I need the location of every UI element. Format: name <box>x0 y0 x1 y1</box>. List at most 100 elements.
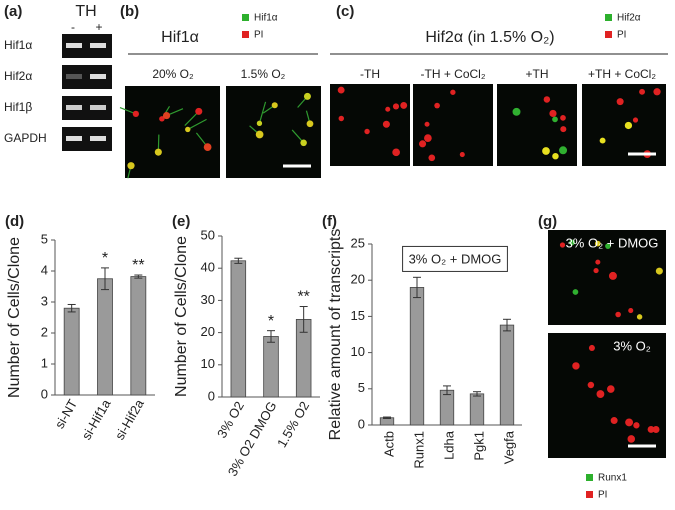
y-axis-label: Relative amount of transcripts <box>327 229 344 441</box>
y-tick-label: 1 <box>41 355 48 370</box>
y-tick-label: 20 <box>351 272 365 287</box>
legend-swatch <box>605 14 612 21</box>
cell <box>364 128 370 135</box>
error-bar <box>503 318 511 332</box>
image-label: +TH <box>525 67 548 81</box>
panel-title: Hif1α <box>161 29 199 46</box>
cell <box>593 267 599 274</box>
cell-process <box>258 101 267 124</box>
bar <box>130 276 147 396</box>
image-label: -TH <box>360 67 380 81</box>
cell <box>655 267 663 275</box>
cell <box>203 143 212 151</box>
legend-swatch <box>605 31 612 38</box>
cell <box>587 381 595 389</box>
cell <box>392 103 400 110</box>
cell <box>300 139 307 147</box>
image-label: 3% O₂ <box>613 338 651 353</box>
micrograph <box>548 230 666 325</box>
legend-label: PI <box>254 30 263 41</box>
cell <box>628 307 634 314</box>
legend-label: Runx1 <box>598 473 627 484</box>
cell <box>424 121 430 127</box>
error-bar <box>134 274 143 279</box>
cell <box>599 137 606 144</box>
y-tick-label: 0 <box>208 388 215 403</box>
micrograph <box>548 333 666 458</box>
cell <box>424 134 432 142</box>
cell <box>400 101 408 109</box>
x-tick-label: 1.5% O2 <box>274 399 312 450</box>
bar <box>97 278 113 396</box>
x-tick-label: si-Hif1a <box>79 396 114 442</box>
gel <box>62 34 112 151</box>
cell <box>543 96 551 103</box>
bar <box>263 336 279 398</box>
x-tick-label: Actb <box>381 431 396 457</box>
image-label: 20% O₂ <box>152 67 194 81</box>
bar <box>499 324 515 426</box>
bar <box>439 389 455 426</box>
cell <box>559 146 568 155</box>
x-tick-label: si-Hif2a <box>112 396 147 442</box>
cell <box>542 147 550 155</box>
x-tick-label: Runx1 <box>411 431 426 469</box>
y-tick-label: 10 <box>351 344 365 359</box>
micrograph <box>119 86 220 179</box>
panel-label: (f) <box>322 213 337 230</box>
image-background <box>226 86 321 178</box>
cell <box>434 102 440 109</box>
legend-swatch <box>586 491 593 498</box>
cell <box>560 115 566 121</box>
cell <box>450 89 456 95</box>
legend-swatch <box>586 474 593 481</box>
bar <box>409 287 425 426</box>
y-tick-label: 4 <box>41 262 48 277</box>
cell <box>652 426 660 434</box>
panel-title: Hif2α (in 1.5% O₂) <box>425 29 554 46</box>
y-tick-label: 0 <box>41 386 48 401</box>
significance-label: ** <box>132 257 144 274</box>
cell <box>636 314 643 320</box>
x-tick-label: si-NT <box>52 397 81 431</box>
y-tick-label: 2 <box>41 324 48 339</box>
cell <box>639 88 646 95</box>
cell <box>512 107 521 116</box>
cell <box>606 385 615 393</box>
cell <box>306 120 314 128</box>
y-tick-label: 0 <box>358 416 365 431</box>
cell <box>608 271 617 280</box>
x-tick-label: Ldha <box>441 430 456 460</box>
y-tick-label: 30 <box>201 292 215 307</box>
legend-label: Hif1α <box>254 13 278 24</box>
cell <box>459 152 465 158</box>
legend-swatch <box>242 14 249 21</box>
micrograph <box>497 84 577 166</box>
error-bar <box>267 330 275 343</box>
error-bar <box>473 391 481 397</box>
y-tick-label: 20 <box>201 324 215 339</box>
micrograph <box>330 84 410 166</box>
image-label: -TH + CoCl₂ <box>421 67 486 81</box>
cell <box>572 362 580 370</box>
legend-label: PI <box>617 30 626 41</box>
y-tick-label: 40 <box>201 260 215 275</box>
cell <box>428 154 436 162</box>
panel-label: (d) <box>5 213 24 230</box>
significance-label: * <box>102 250 108 267</box>
x-tick-label: Vegfa <box>501 430 516 464</box>
cell <box>255 130 264 139</box>
y-tick-label: 50 <box>201 227 215 242</box>
cell <box>195 107 203 115</box>
error-bar <box>443 385 451 396</box>
y-tick-label: 5 <box>41 231 48 246</box>
gel-row-label: GAPDH <box>4 131 47 145</box>
panel-label: (b) <box>120 3 139 20</box>
y-tick-label: 3 <box>41 293 48 308</box>
micrograph <box>582 84 666 166</box>
cell <box>559 242 566 248</box>
cell <box>154 148 162 156</box>
error-bar <box>234 257 243 264</box>
cell <box>256 120 263 126</box>
